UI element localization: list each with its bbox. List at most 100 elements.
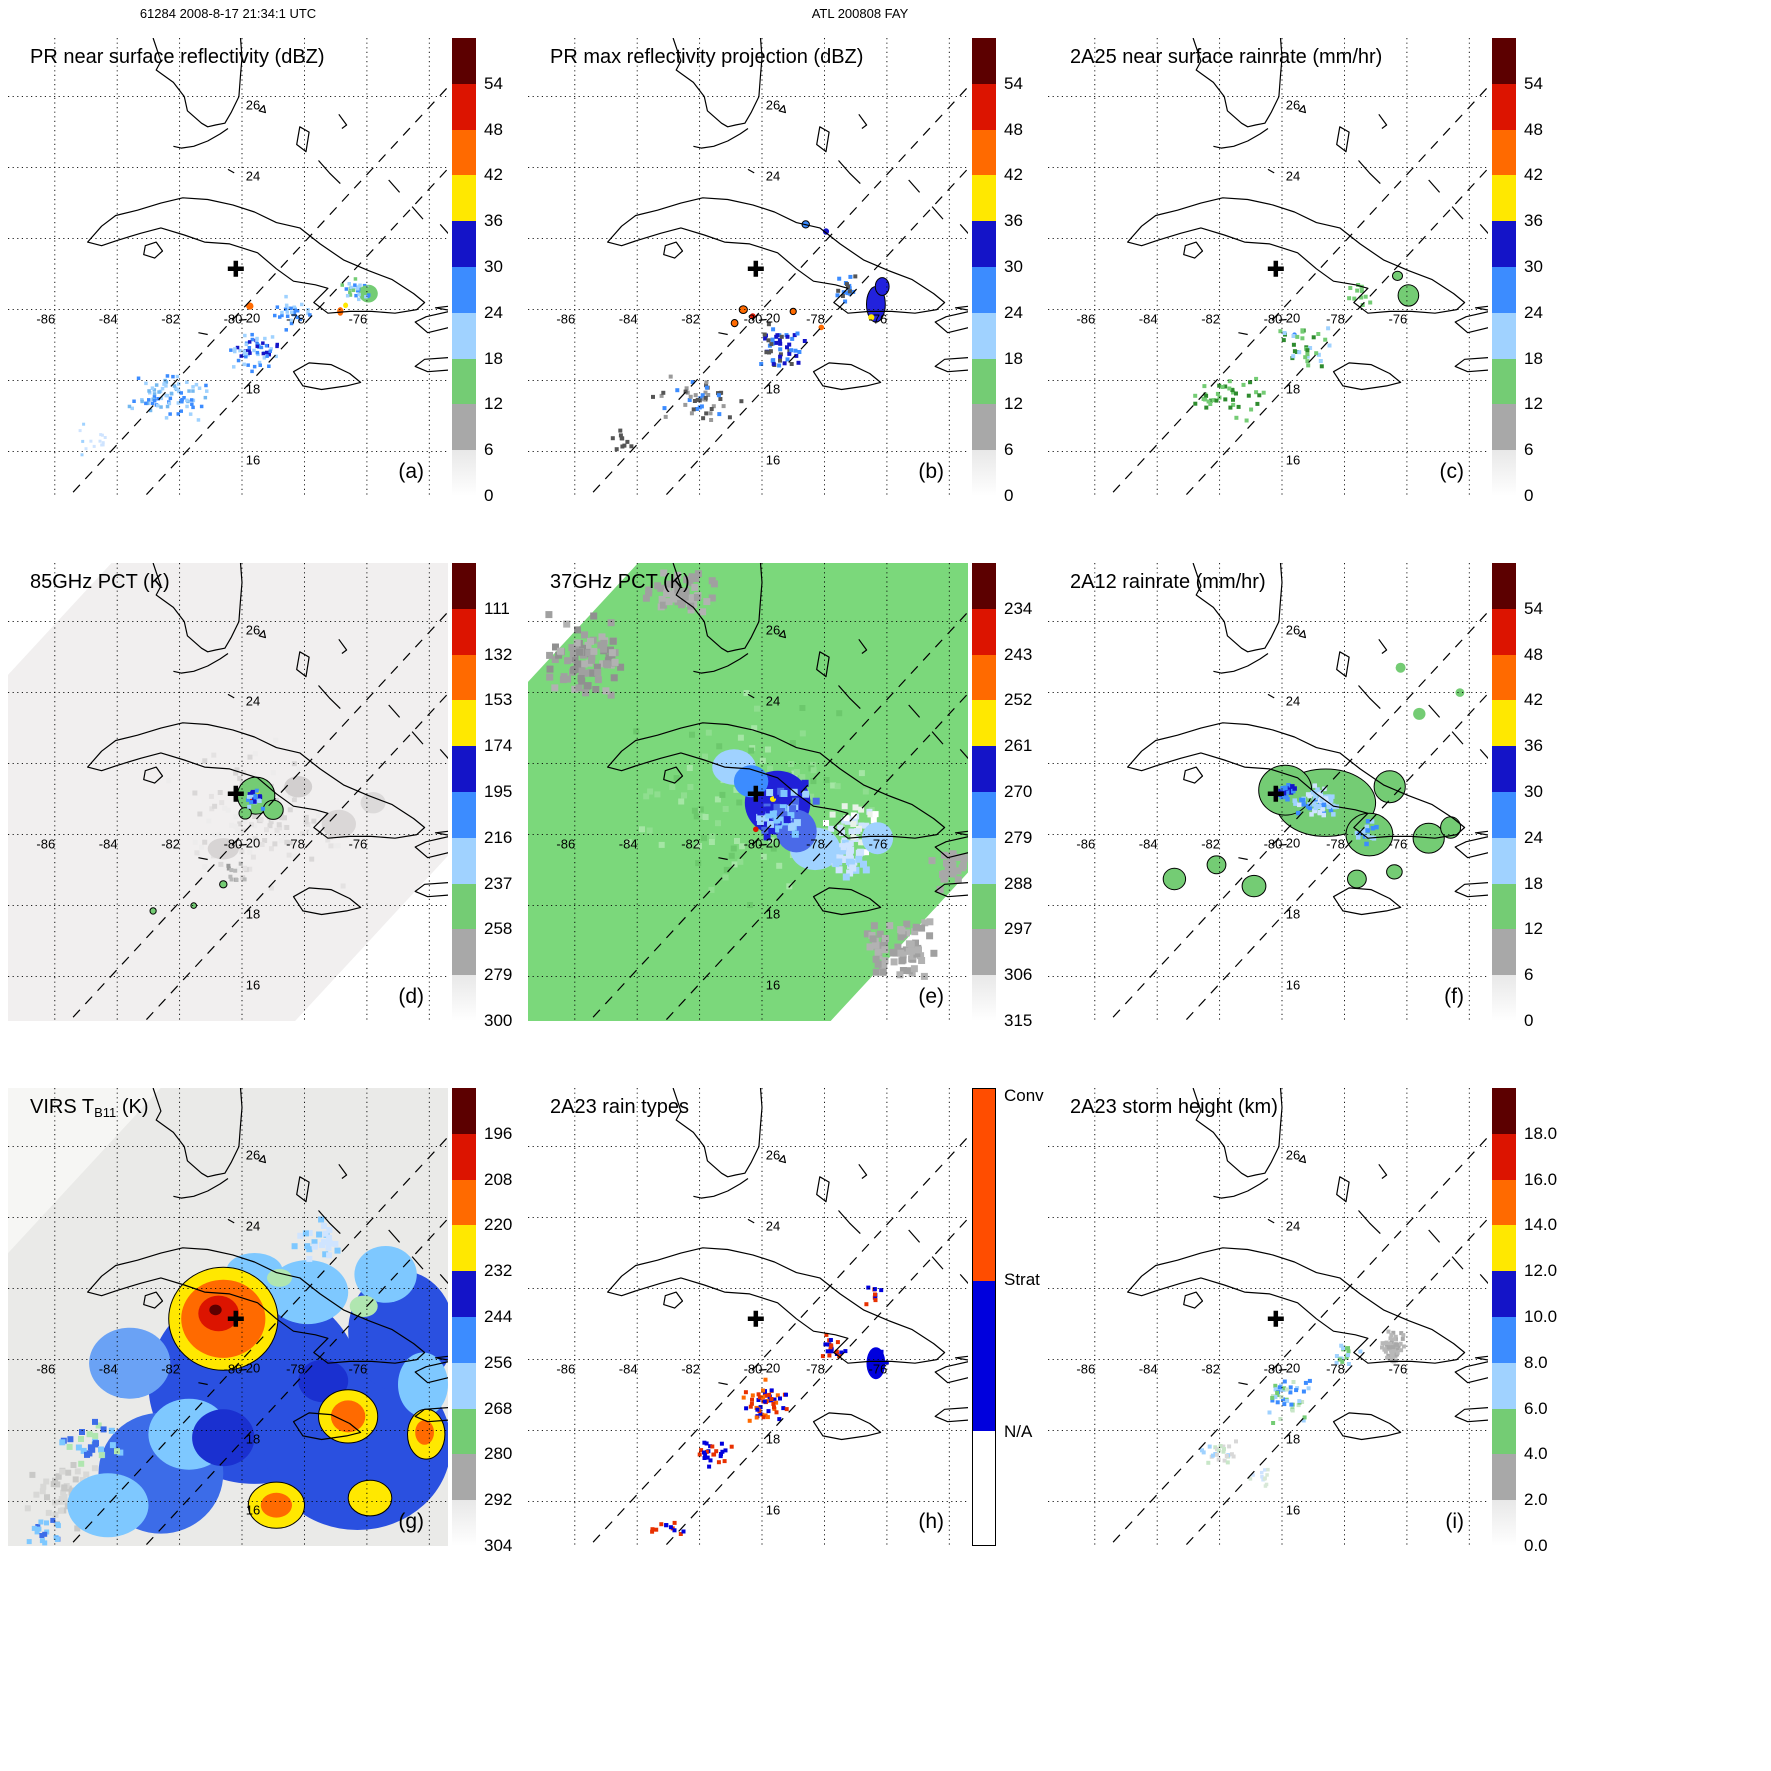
coastline (1474, 305, 1488, 311)
storm-center-cross (747, 260, 764, 277)
colorbar-f: 54 48 42 36 30 24 18 12 6 0 (1492, 563, 1558, 1030)
colorbar-tick-label: 30 (1524, 782, 1543, 801)
coastline (693, 128, 749, 149)
colorbar-b: 54 48 42 36 30 24 18 12 6 0 (972, 38, 1038, 505)
lon-label: -86 (556, 1362, 575, 1377)
coastline (1298, 1154, 1306, 1164)
lat-label: 24 (766, 694, 780, 709)
lon-label: -82 (161, 837, 180, 852)
swath-edge-line (144, 692, 448, 1021)
coastline (1479, 1274, 1488, 1285)
colorbar-tick-label: 36 (1004, 211, 1023, 231)
coastline (693, 1178, 749, 1199)
coastline (227, 168, 235, 174)
lon-label: -86 (556, 837, 575, 852)
colorbar-tick-label: 279 (1004, 827, 1033, 847)
coastline (959, 749, 968, 760)
coastline (954, 1355, 968, 1361)
coastline (693, 653, 749, 674)
panel-b: -86 -84 -82 -80 -78 -76 26 24 20 18 16 PR max refle… (520, 30, 1040, 555)
swath-edge-line (68, 1136, 448, 1546)
storm-center-cross (747, 785, 764, 802)
coastline (1298, 629, 1306, 639)
lon-label: -82 (681, 1362, 700, 1377)
panel-letter-e: (e) (918, 985, 944, 1008)
colorbar-segment (452, 1362, 476, 1409)
coastline (292, 362, 362, 391)
colorbar-tick-label: 297 (1004, 919, 1033, 939)
panel-d: -86 -84 -82 -80 -78 -76 26 24 20 18 16 85GHz PCT (K… (0, 555, 520, 1080)
coastline (908, 704, 921, 718)
coastline (318, 685, 341, 710)
coastline (143, 1291, 164, 1309)
colorbar-tick-label: 6.0 (1524, 1398, 1548, 1418)
coastline (296, 126, 310, 153)
swath-edge-line (1184, 1217, 1488, 1546)
coastline (931, 731, 944, 745)
storm-id-header: ATL 200808 FAY (811, 6, 909, 21)
colorbar-segment (452, 221, 476, 267)
coastline (198, 1382, 208, 1386)
colorbar-tick-label: 237 (484, 873, 513, 893)
colorbar-tick-label: 234 (1004, 598, 1033, 618)
colorbar-tick-label: 42 (1004, 165, 1023, 185)
panel-letter-d: (d) (398, 985, 424, 1008)
swath-edge-line (664, 1217, 968, 1546)
colorbar-tick-label: 30 (1524, 257, 1543, 276)
colorbar-tick-label: 18.0 (1524, 1123, 1558, 1143)
panel-h: -86 -84 -82 -80 -78 -76 26 24 20 18 16 2A23 rain ty… (520, 1080, 1044, 1605)
colorbar-tick-label: 153 (484, 690, 513, 710)
lon-label: -76 (349, 312, 368, 327)
lon-label: -86 (1076, 1362, 1095, 1377)
coastline (258, 1154, 266, 1164)
coastline (1192, 1088, 1283, 1178)
storm-center-cross (1267, 785, 1284, 802)
storm-center-cross (227, 1310, 244, 1327)
map-svg-g: -86 -84 -82 -80 -78 -76 26 24 20 18 16 (8, 1088, 448, 1546)
map-svg-a: -86 -84 -82 -80 -78 -76 26 24 20 18 16 (8, 38, 448, 496)
colorbar-segment (972, 837, 996, 884)
lon-label: -86 (1076, 312, 1095, 327)
coastline (1451, 731, 1464, 745)
lat-label: 26 (1286, 1148, 1300, 1163)
colorbar-tick-label: 24 (1524, 827, 1543, 847)
colorbar-segment (972, 221, 996, 267)
coastline (414, 836, 448, 859)
coastline (296, 1176, 310, 1203)
colorbar-tick-label: 8.0 (1524, 1352, 1548, 1372)
coastline (1298, 104, 1306, 114)
colorbar-segment (972, 358, 996, 405)
colorbar-bar (972, 1088, 996, 1546)
colorbar-bar (972, 38, 996, 496)
map-panel-a: -86 -84 -82 -80 -78 -76 26 24 20 18 16 PR near surf… (8, 38, 448, 496)
lon-label: -84 (619, 312, 638, 327)
colorbar-tick-label: 48 (1524, 644, 1543, 664)
panel-letter-h: (h) (918, 1510, 944, 1533)
lon-label: -82 (161, 1362, 180, 1377)
colorbar-segment (452, 83, 476, 130)
colorbar-segment (972, 83, 996, 130)
lon-label: -80 (1264, 1362, 1283, 1377)
lon-label: -76 (869, 837, 888, 852)
coastline (238, 843, 247, 846)
colorbar-bar (972, 563, 996, 1021)
map-panel-c: -86 -84 -82 -80 -78 -76 26 24 20 18 16 2A25 near su… (1048, 38, 1488, 496)
colorbar-tick-label: 208 (484, 1169, 513, 1189)
coastline (318, 160, 341, 185)
coastline (338, 1163, 348, 1179)
colorbar-tick-label: 132 (484, 644, 513, 664)
lon-label: -84 (619, 837, 638, 852)
colorbar-segment (1492, 221, 1516, 267)
coastline (258, 104, 266, 114)
swath-edge-line (144, 1217, 448, 1546)
colorbar-segment (972, 929, 996, 976)
lon-label: -78 (1326, 1362, 1345, 1377)
lon-label: -86 (1076, 837, 1095, 852)
lat-label: 16 (246, 453, 260, 468)
coastline (1479, 749, 1488, 760)
colorbar-segment (1492, 1316, 1516, 1363)
coastline (1183, 241, 1204, 259)
colorbar-segment (452, 1500, 476, 1546)
colorbar-bar (452, 563, 476, 1021)
colorbar-tick-label: 12 (1524, 394, 1543, 414)
